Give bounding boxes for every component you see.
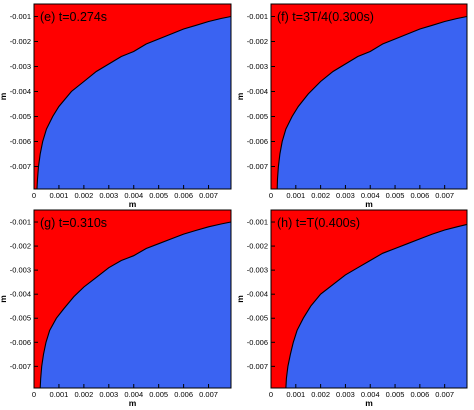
panel-2: 0 0.001 0.002 0.003 0.004 0.005 0.006 0.007 -0.0…: [235, 3, 468, 209]
y-tick-label: -0.003: [10, 266, 31, 275]
y-tick-label: -0.001: [10, 12, 31, 21]
y-tick-label: -0.003: [10, 62, 31, 71]
x-tick-label: 0.006: [174, 390, 193, 399]
liquid-region: [285, 224, 467, 388]
y-tick-label: -0.004: [247, 87, 268, 96]
x-tick-label: 0.002: [74, 191, 93, 200]
x-tick-label: 0.002: [74, 390, 93, 399]
y-tick-label: -0.002: [247, 37, 268, 46]
plot-frame: [270, 209, 468, 389]
panel-label: (g) t=0.310s: [40, 216, 107, 230]
y-tick-label: -0.003: [247, 266, 268, 275]
panel-label: (e) t=0.274s: [40, 10, 107, 24]
liquid-region: [277, 16, 467, 189]
plot-frame: [270, 3, 468, 190]
x-tick-label: 0: [32, 191, 36, 200]
y-tick-label: -0.003: [247, 62, 268, 71]
x-tick-label: 0.001: [50, 191, 69, 200]
y-axis-label: m: [0, 295, 8, 303]
y-tick-label: -0.002: [10, 242, 31, 251]
x-tick-label: 0.002: [311, 390, 330, 399]
y-tick-label: -0.001: [247, 12, 268, 21]
y-axis-label: m: [235, 92, 245, 100]
interface-line: [276, 15, 467, 189]
y-tick-label: -0.006: [247, 338, 268, 347]
x-tick-label: 0: [32, 390, 36, 399]
panel-4: 0 0.001 0.002 0.003 0.004 0.005 0.006 0.007 -0.0…: [235, 209, 468, 408]
y-tick-label: -0.006: [10, 338, 31, 347]
x-tick-label: 0.006: [410, 191, 429, 200]
y-tick-label: -0.006: [247, 137, 268, 146]
x-tick-label: 0.007: [435, 390, 454, 399]
panel-label: (f) t=3T/4(0.300s): [277, 10, 374, 24]
y-tick-label: -0.002: [10, 37, 31, 46]
x-tick-label: 0.006: [174, 191, 193, 200]
x-tick-label: 0.004: [361, 191, 380, 200]
x-axis-label: m: [365, 398, 373, 408]
x-axis-label: m: [129, 199, 137, 209]
x-tick-label: 0.001: [286, 191, 305, 200]
y-tick-label: -0.001: [10, 218, 31, 227]
x-tick-label: 0: [269, 191, 273, 200]
panel-1: 0 0.001 0.002 0.003 0.004 0.005 0.006 0.007 -0.0…: [0, 3, 232, 209]
x-tick-label: 0.007: [199, 390, 218, 399]
x-tick-label: 0.005: [149, 390, 168, 399]
x-tick-label: 0.004: [124, 191, 143, 200]
x-axis-label: m: [365, 199, 373, 209]
x-tick-label: 0.001: [286, 390, 305, 399]
plot-frame: [33, 3, 232, 190]
x-tick-label: 0.005: [149, 191, 168, 200]
y-tick-label: -0.007: [10, 162, 31, 171]
x-tick-label: 0.001: [50, 390, 69, 399]
y-tick-label: -0.004: [247, 290, 268, 299]
y-tick-label: -0.004: [10, 290, 31, 299]
y-axis-label: m: [0, 92, 8, 100]
y-tick-label: -0.005: [247, 314, 268, 323]
y-tick-label: -0.007: [247, 362, 268, 371]
x-tick-label: 0.002: [311, 191, 330, 200]
interface-line: [39, 221, 231, 388]
x-tick-label: 0.003: [336, 390, 355, 399]
x-tick-label: 0: [269, 390, 273, 399]
x-tick-label: 0.007: [435, 191, 454, 200]
interface-line: [285, 223, 467, 388]
x-tick-label: 0.006: [410, 390, 429, 399]
y-tick-label: -0.002: [247, 242, 268, 251]
x-tick-label: 0.007: [199, 191, 218, 200]
y-tick-label: -0.006: [10, 137, 31, 146]
y-axis-label: m: [235, 295, 245, 303]
y-tick-label: -0.005: [10, 112, 31, 121]
x-tick-label: 0.004: [361, 390, 380, 399]
x-tick-label: 0.003: [99, 191, 118, 200]
panel-3: 0 0.001 0.002 0.003 0.004 0.005 0.006 0.007 -0.0…: [0, 209, 232, 408]
x-tick-label: 0.004: [124, 390, 143, 399]
panel-label: (h) t=T(0.400s): [277, 216, 360, 230]
x-tick-label: 0.003: [336, 191, 355, 200]
liquid-region: [40, 222, 231, 388]
x-tick-label: 0.005: [386, 191, 405, 200]
x-axis-label: m: [129, 398, 137, 408]
plot-frame: [33, 209, 232, 389]
y-tick-label: -0.001: [247, 218, 268, 227]
y-tick-label: -0.004: [10, 87, 31, 96]
x-tick-label: 0.005: [386, 390, 405, 399]
y-tick-label: -0.005: [10, 314, 31, 323]
liquid-region: [37, 16, 231, 189]
y-tick-label: -0.007: [247, 162, 268, 171]
y-tick-label: -0.005: [247, 112, 268, 121]
x-tick-label: 0.003: [99, 390, 118, 399]
interface-line: [36, 15, 231, 189]
y-tick-label: -0.007: [10, 362, 31, 371]
